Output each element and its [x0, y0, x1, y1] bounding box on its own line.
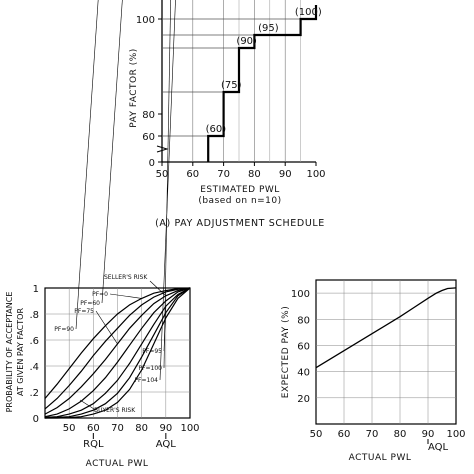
y-tick-label: .8 — [29, 310, 39, 321]
y-tick-label: 60 — [297, 341, 310, 352]
x-tick-label: 50 — [63, 423, 76, 434]
y-tick-label: 80 — [297, 315, 310, 326]
axis-break-mark — [156, 145, 169, 153]
y-tick-label: 20 — [297, 394, 310, 405]
step-label: (90) — [236, 36, 257, 47]
step-label: (95) — [258, 23, 279, 34]
x-tick-label: 80 — [248, 169, 261, 180]
x-tick-label: 100 — [180, 423, 199, 434]
x-tick-label: 60 — [338, 429, 351, 440]
series-leader-line — [109, 293, 142, 299]
y-tick-label: 40 — [297, 368, 310, 379]
x-tick-label: 60 — [186, 169, 199, 180]
series-label: PF=100 — [138, 365, 162, 372]
buyer-risk-label: BUYER'S RISK — [94, 407, 136, 414]
step-label: (100) — [295, 7, 322, 18]
y-tick-label: 100 — [136, 15, 155, 26]
chart-a-caption: (A) PAY ADJUSTMENT SCHEDULE — [155, 218, 325, 229]
y-tick-label: .4 — [29, 362, 39, 373]
x-axis-subtitle: (based on n=10) — [198, 196, 281, 206]
series-leader-line — [95, 310, 118, 345]
y-tick-label: 100 — [291, 289, 310, 300]
series-label: PF=75 — [74, 308, 94, 315]
oc-curve-line — [44, 287, 191, 418]
y-tick-label: 1 — [33, 284, 39, 295]
series-label: PF=90 — [54, 326, 74, 333]
y-axis-title-line1: PROBABILITY OF ACCEPTANCE — [5, 292, 14, 413]
series-leader-line — [101, 0, 123, 304]
x-axis-title: ACTUAL PWL — [86, 459, 149, 469]
buyer-risk-leader — [79, 399, 95, 410]
y-tick-label: 60 — [142, 132, 155, 143]
series-label: PF=60 — [80, 300, 100, 307]
y-tick-label: 0 — [33, 414, 39, 425]
x-tick-label: 100 — [306, 169, 325, 180]
y-tick-label: 80 — [142, 110, 155, 121]
oc-curve-line — [44, 287, 191, 399]
series-label: PF=95 — [142, 348, 162, 355]
x-tick-label: 80 — [394, 429, 407, 440]
y-tick-label: .2 — [29, 388, 39, 399]
marker-label-aql: AQL — [156, 439, 177, 450]
y-tick-label: .6 — [29, 336, 39, 347]
series-leader-line — [159, 0, 176, 381]
pay-factor-step-line — [207, 5, 318, 162]
series-label: PF=0 — [92, 291, 108, 298]
pay-adjustment-chart: 50 60 70 80 90 100 0 60 80 100 (60) (75) (90)(95) (10… — [129, 0, 326, 206]
expected-pay-line — [315, 287, 457, 369]
seller-risk-label: SELLER'S RISK — [104, 274, 148, 281]
x-tick-label: 80 — [135, 423, 148, 434]
step-label: (75) — [221, 80, 242, 91]
oc-curve-line — [45, 287, 191, 419]
step-label: (60) — [206, 124, 227, 135]
x-tick-label: 60 — [87, 423, 100, 434]
plot-frame — [315, 279, 457, 425]
x-tick-label: 70 — [366, 429, 379, 440]
marker-label-rql: RQL — [83, 439, 104, 450]
x-tick-label: 70 — [111, 423, 124, 434]
marker-label-aql: AQL — [428, 442, 449, 453]
y-axis-title: PAY FACTOR (%) — [129, 48, 139, 128]
y-tick-label: 0 — [149, 158, 155, 169]
series-label: PF=104 — [134, 377, 158, 384]
x-tick-label: 90 — [159, 423, 172, 434]
x-tick-label: 90 — [279, 169, 292, 180]
oc-curve-line — [44, 287, 191, 410]
expected-pay-chart: 50 60 70 80 90 100 20 40 60 80 100 AQL ACTUAL PWL EXP… — [281, 279, 466, 463]
x-tick-label: 50 — [310, 429, 323, 440]
x-axis-title: ACTUAL PWL — [349, 453, 412, 463]
x-axis-title: ESTIMATED PWL — [200, 185, 280, 195]
x-tick-label: 70 — [217, 169, 230, 180]
seller-risk-leader — [149, 280, 167, 297]
series-leader-line — [75, 0, 99, 330]
x-tick-label: 100 — [446, 429, 465, 440]
y-axis-title: EXPECTED PAY (%) — [281, 306, 291, 398]
y-axis-title-line2: AT GIVEN PAY FACTOR — [16, 308, 25, 396]
x-tick-label: 90 — [422, 429, 435, 440]
series-leader-line — [163, 0, 171, 369]
oc-curve-line — [44, 287, 191, 419]
x-tick-label: 50 — [156, 169, 169, 180]
